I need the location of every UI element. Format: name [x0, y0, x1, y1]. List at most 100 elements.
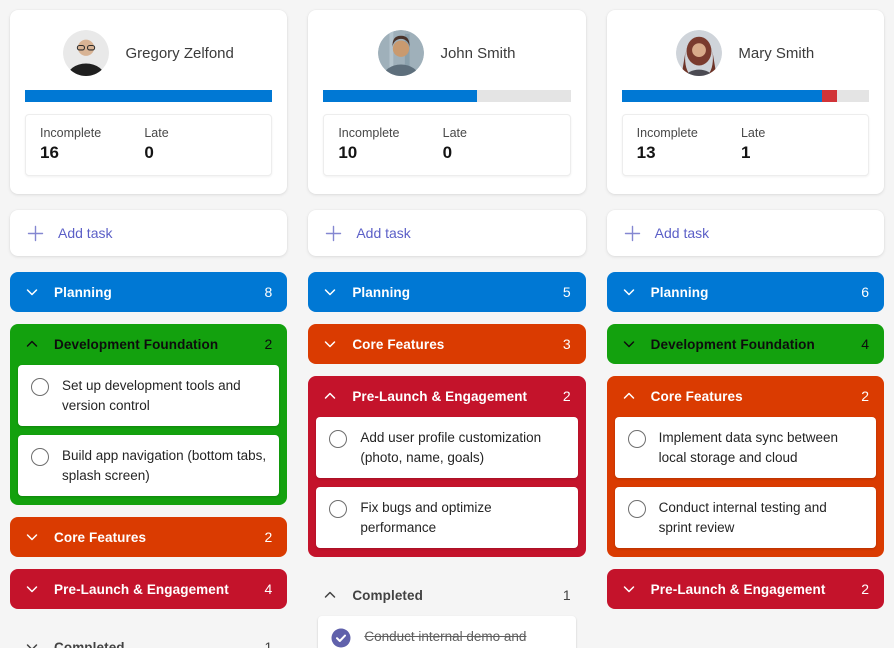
stat-value: 1: [740, 143, 751, 162]
task-title: Set up development tools and version con…: [62, 378, 241, 413]
stats-box: Incomplete 13 Late 1: [621, 114, 869, 176]
assignee-header: Gregory Zelfond: [25, 24, 272, 90]
assignee-summary-card[interactable]: Gregory Zelfond Incomplete 16 Late 0: [10, 10, 288, 194]
bucket-header-planning[interactable]: Planning 5: [308, 272, 585, 312]
stat-late: Late 0: [443, 126, 467, 163]
task-checkbox-icon[interactable]: [627, 500, 646, 519]
bucket-count: 1: [264, 639, 273, 648]
add-task-button[interactable]: Add task: [10, 210, 288, 256]
bucket-section-completed: Completed 1: [10, 627, 287, 648]
bucket-count: 3: [562, 336, 571, 352]
progress-bar: [323, 90, 571, 102]
assignee-name: Mary Smith: [738, 44, 815, 62]
task-title: Conduct internal testing and sprint revi…: [658, 500, 827, 535]
task-title: Conduct internal demo and sprint retrosp…: [364, 629, 527, 645]
bucket-label: Development Foundation: [650, 336, 815, 352]
avatar: [378, 30, 425, 76]
task-card[interactable]: Set up development tools and version con…: [18, 365, 280, 427]
bucket-count: 2: [562, 388, 571, 404]
add-task-label: Add task: [356, 225, 411, 241]
chevron-down-icon: [323, 337, 337, 351]
task-card[interactable]: Build app navigation (bottom tabs, splas…: [18, 435, 280, 497]
bucket-section-completed: Completed 1 Conduct internal demo and sp…: [308, 575, 585, 648]
bucket-header-planning[interactable]: Planning 6: [607, 272, 884, 312]
bucket-label: Pre-Launch & Engagement: [352, 388, 528, 404]
bucket-header-core-features[interactable]: Core Features 2: [607, 376, 884, 416]
assignee-name: John Smith: [440, 44, 516, 62]
bucket-count: 6: [861, 284, 869, 300]
bucket-tasks: Conduct internal demo and sprint retrosp…: [308, 615, 585, 648]
add-task-button[interactable]: Add task: [308, 210, 586, 256]
completed-check-icon[interactable]: [331, 628, 351, 648]
avatar: [676, 30, 723, 76]
bucket-section-planning: Planning 6: [606, 272, 884, 312]
stat-incomplete: Incomplete 13: [637, 126, 741, 163]
plus-icon: [325, 225, 342, 242]
bucket-header-completed[interactable]: Completed 1: [10, 627, 287, 648]
stats-box: Incomplete 16 Late 0: [25, 114, 273, 176]
assignee-name: Gregory Zelfond: [125, 44, 234, 62]
task-checkbox-icon[interactable]: [31, 378, 49, 396]
add-task-button[interactable]: Add task: [606, 210, 884, 256]
bucket-header-pre-launch[interactable]: Pre-Launch & Engagement 2: [308, 376, 585, 416]
task-checkbox-icon[interactable]: [31, 448, 49, 467]
chevron-down-icon: [25, 582, 39, 596]
stat-late: Late 1: [741, 126, 765, 163]
chevron-down-icon: [622, 285, 636, 299]
add-task-label: Add task: [58, 225, 113, 241]
bucket-header-pre-launch[interactable]: Pre-Launch & Engagement 4: [10, 569, 287, 609]
bucket-tasks: Implement data sync between local storag…: [607, 416, 884, 557]
chevron-down-icon: [323, 285, 337, 299]
bucket-label: Completed: [352, 587, 423, 603]
stat-label: Late: [442, 126, 467, 140]
bucket-tasks: Add user profile customization (photo, n…: [308, 416, 585, 557]
bucket-section-core-features: Core Features 2 Implement data sync betw…: [606, 376, 884, 558]
bucket-label: Planning: [650, 284, 709, 300]
stats-box: Incomplete 10 Late 0: [323, 114, 571, 176]
task-title: Add user profile customization (photo, n…: [360, 430, 542, 465]
bucket-header-planning[interactable]: Planning 8: [10, 272, 287, 312]
chevron-down-icon: [622, 337, 636, 351]
bucket-header-completed[interactable]: Completed 1: [308, 575, 585, 615]
assignee-column-john: John Smith Incomplete 10 Late 0 Add task: [308, 10, 586, 648]
progress-bar: [25, 90, 273, 102]
stat-label: Incomplete: [636, 126, 698, 140]
assignee-summary-card[interactable]: Mary Smith Incomplete 13 Late 1: [606, 10, 884, 194]
task-card[interactable]: Fix bugs and optimize performance: [316, 487, 578, 549]
bucket-label: Planning: [54, 284, 112, 300]
bucket-header-pre-launch[interactable]: Pre-Launch & Engagement 2: [607, 569, 884, 609]
stat-incomplete: Incomplete 16: [40, 126, 144, 163]
bucket-header-development-foundation[interactable]: Development Foundation 2: [10, 324, 287, 364]
progress-done-segment: [25, 90, 273, 102]
stat-value: 0: [442, 143, 453, 162]
task-card[interactable]: Implement data sync between local storag…: [614, 417, 876, 479]
bucket-section-pre-launch: Pre-Launch & Engagement 4: [10, 569, 288, 610]
bucket-section-development-foundation: Development Foundation 4: [606, 324, 884, 364]
assignee-summary-card[interactable]: John Smith Incomplete 10 Late 0: [308, 10, 586, 194]
bucket-header-core-features[interactable]: Core Features 3: [308, 324, 585, 364]
chevron-up-icon: [323, 588, 337, 602]
chevron-up-icon: [622, 389, 636, 403]
chevron-up-icon: [323, 389, 337, 403]
task-checkbox-icon[interactable]: [329, 430, 348, 448]
bucket-count: 5: [562, 284, 571, 300]
stat-label: Late: [740, 126, 766, 140]
progress-done-segment: [621, 90, 822, 102]
task-card-completed[interactable]: Conduct internal demo and sprint retrosp…: [318, 616, 576, 648]
bucket-header-core-features[interactable]: Core Features 2: [10, 517, 287, 557]
task-card[interactable]: Conduct internal testing and sprint revi…: [614, 487, 876, 549]
task-card[interactable]: Add user profile customization (photo, n…: [316, 417, 578, 479]
bucket-label: Planning: [352, 284, 411, 300]
progress-done-segment: [323, 90, 477, 102]
task-checkbox-icon[interactable]: [627, 430, 646, 448]
stat-value: 16: [40, 143, 59, 162]
chevron-down-icon: [622, 582, 636, 596]
bucket-header-development-foundation[interactable]: Development Foundation 4: [607, 324, 884, 364]
stat-label: Late: [144, 126, 169, 140]
bucket-count: 1: [562, 587, 571, 604]
bucket-section-pre-launch: Pre-Launch & Engagement 2 Add user profi…: [308, 376, 586, 558]
bucket-count: 4: [264, 581, 273, 598]
task-title: Fix bugs and optimize performance: [360, 500, 492, 535]
bucket-section-pre-launch: Pre-Launch & Engagement 2: [606, 569, 884, 610]
task-checkbox-icon[interactable]: [329, 500, 348, 519]
